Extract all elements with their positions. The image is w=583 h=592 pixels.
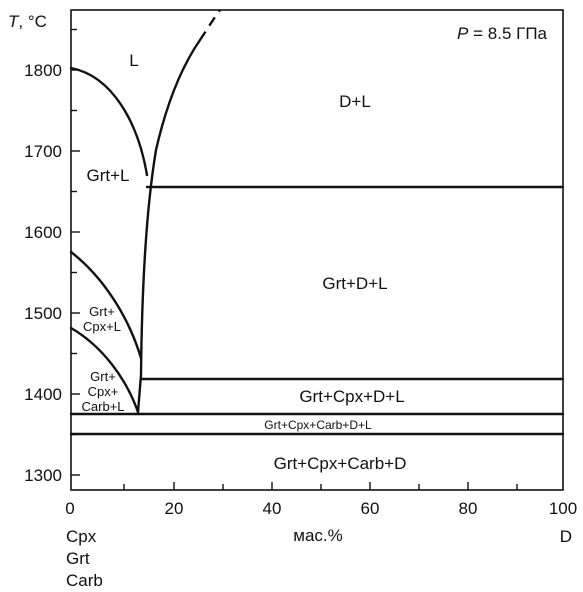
y-tick-1600: 1600 bbox=[24, 223, 62, 242]
x-tick-40: 40 bbox=[263, 499, 282, 518]
x-axis-title: мас.% bbox=[293, 526, 342, 545]
field-grt-cpx-carb-d: Grt+Cpx+Carb+D bbox=[274, 454, 407, 473]
field-d-l: D+L bbox=[339, 92, 371, 111]
left-end-grt: Grt bbox=[66, 549, 90, 568]
y-tick-1400: 1400 bbox=[24, 385, 62, 404]
field-l: L bbox=[129, 51, 138, 70]
pressure-value: = 8.5 ГПа bbox=[468, 24, 547, 43]
plot-frame bbox=[70, 9, 564, 491]
field-grt-l: Grt+L bbox=[87, 166, 130, 185]
pressure-symbol: P bbox=[457, 24, 469, 43]
x-tick-0: 0 bbox=[65, 499, 74, 518]
left-end-cpx: Cpx bbox=[66, 527, 97, 546]
y-tick-1500: 1500 bbox=[24, 304, 62, 323]
carb-boundary-curve bbox=[69, 326, 140, 414]
x-ticks bbox=[123, 482, 518, 490]
pressure-label: P = 8.5 ГПа bbox=[457, 24, 547, 43]
field-grt-cpx-carb-l-line2: Cpx+ bbox=[88, 384, 119, 399]
liquidus-diamond-extrapolated bbox=[199, 9, 221, 41]
y-ticks bbox=[71, 28, 80, 476]
field-grt-cpx-l-line2: Cpx+L bbox=[83, 319, 121, 334]
y-axis-symbol: T bbox=[8, 12, 20, 31]
x-tick-20: 20 bbox=[165, 499, 184, 518]
y-tick-1800: 1800 bbox=[24, 61, 62, 80]
y-tick-1700: 1700 bbox=[24, 142, 62, 161]
x-tick-80: 80 bbox=[459, 499, 478, 518]
grt-cpx-boundary-curve bbox=[69, 250, 143, 360]
y-axis-unit: , °C bbox=[18, 12, 47, 31]
x-tick-60: 60 bbox=[361, 499, 380, 518]
field-grt-cpx-carb-l-line3: Carb+L bbox=[82, 399, 125, 414]
liquidus-grt-curve bbox=[69, 66, 149, 177]
y-tick-1300: 1300 bbox=[24, 466, 62, 485]
field-grt-cpx-l-line1: Grt+ bbox=[89, 304, 115, 319]
phase-boundaries bbox=[69, 9, 565, 436]
left-end-carb: Carb bbox=[66, 571, 103, 590]
x-tick-100: 100 bbox=[549, 499, 577, 518]
field-grt-d-l: Grt+D+L bbox=[322, 274, 387, 293]
field-grt-cpx-carb-d-l: Grt+Cpx+Carb+D+L bbox=[264, 418, 372, 432]
right-end-d: D bbox=[560, 527, 572, 546]
liquidus-diamond-curve bbox=[136, 38, 202, 414]
field-grt-cpx-carb-l-line1: Grt+ bbox=[90, 369, 116, 384]
field-grt-cpx-d-l: Grt+Cpx+D+L bbox=[299, 387, 404, 406]
y-axis-title: T, °C bbox=[8, 12, 47, 31]
